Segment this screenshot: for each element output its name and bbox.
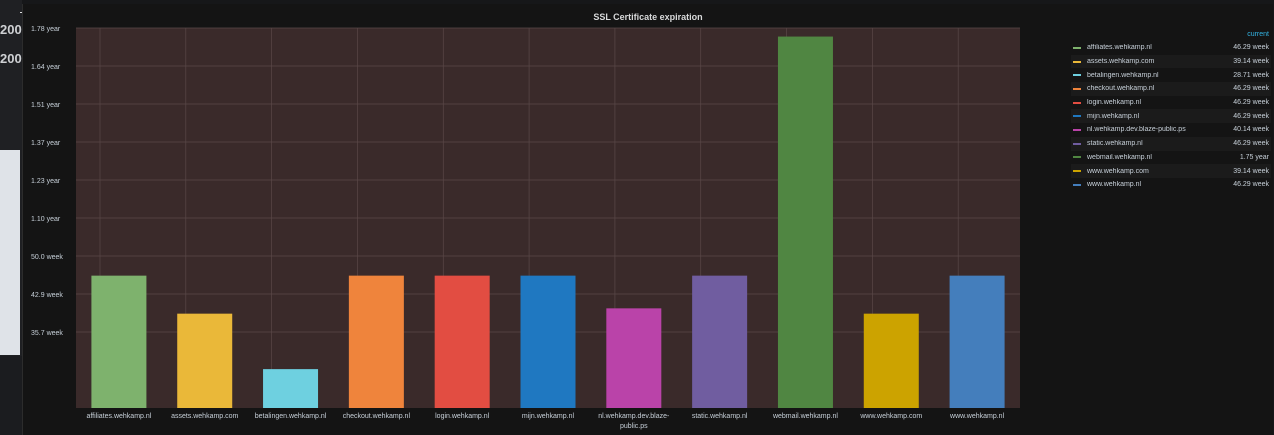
legend-swatch [1073, 87, 1081, 90]
legend: affiliates.wehkamp.nl 46.29 week assets.we… [1071, 41, 1271, 192]
background-light-panel [0, 150, 20, 355]
legend-current-value: 1.75 year [1239, 153, 1269, 161]
x-tick-label: www.wehkamp.nl [949, 413, 1005, 420]
legend-item[interactable]: betalingen.wehkamp.nl 28.71 week [1071, 68, 1271, 82]
legend-current-value: 46.29 week [1233, 140, 1269, 148]
background-value-1: 200 [0, 22, 22, 37]
bar-webmail.wehkamp.nl [777, 36, 833, 408]
bar-nl.wehkamp.dev.blaze-public.ps [606, 308, 662, 408]
bar-chart: 1.78 year 1.64 year 1.51 year 1.37 year 1.23… [31, 26, 1020, 430]
x-tick-label: affiliates.wehkamp.nl [86, 413, 151, 420]
legend-series-name: mijn.wehkamp.nl [1087, 112, 1140, 120]
x-tick-label: betalingen.wehkamp.nl [255, 413, 327, 420]
bar-static.wehkamp.nl [692, 275, 748, 408]
legend-swatch [1073, 183, 1081, 186]
y-tick-label: 1.10 year [31, 216, 61, 223]
background-value-2: 200 [0, 51, 22, 66]
x-tick-label: www.wehkamp.com [859, 413, 922, 420]
legend-swatch [1073, 128, 1081, 131]
x-tick-label: nl.wehkamp.dev.blaze- [598, 413, 670, 420]
legend-item[interactable]: checkout.wehkamp.nl 46.29 week [1071, 82, 1271, 96]
legend-current-value: 46.29 week [1233, 44, 1269, 52]
legend-current-value: 40.14 week [1233, 126, 1269, 134]
legend-series-name: www.wehkamp.nl [1087, 181, 1142, 189]
legend-current-value: 46.29 week [1233, 112, 1269, 120]
bar-login.wehkamp.nl [434, 275, 490, 408]
bar-checkout.wehkamp.nl [348, 275, 404, 408]
bar-betalingen.wehkamp.nl [263, 369, 319, 408]
legend-series-name: nl.wehkamp.dev.blaze-public.ps [1087, 126, 1186, 134]
legend-item[interactable]: static.wehkamp.nl 46.29 week [1071, 136, 1271, 151]
legend-series-name: webmail.wehkamp.nl [1087, 153, 1152, 161]
legend-series-name: www.wehkamp.com [1087, 167, 1149, 175]
legend-current-value: 46.29 week [1233, 181, 1269, 189]
legend-current-value: 39.14 week [1233, 58, 1269, 66]
y-tick-label: 1.23 year [31, 178, 61, 185]
legend-item[interactable]: webmail.wehkamp.nl 1.75 year [1071, 151, 1271, 165]
legend-series-name: static.wehkamp.nl [1087, 140, 1143, 148]
legend-series-name: assets.wehkamp.com [1087, 58, 1155, 66]
legend-column-current[interactable]: current [1247, 31, 1269, 38]
x-tick-label: public.ps [620, 423, 648, 430]
legend-item[interactable]: www.wehkamp.nl 46.29 week [1071, 178, 1271, 192]
legend-current-value: 39.14 week [1233, 167, 1269, 175]
legend-swatch [1073, 156, 1081, 159]
bar-mijn.wehkamp.nl [520, 275, 576, 408]
x-tick-label: mijn.wehkamp.nl [522, 413, 575, 420]
legend-swatch [1073, 74, 1081, 77]
legend-current-value: 46.29 week [1233, 99, 1269, 107]
bar-assets.wehkamp.com [177, 313, 233, 408]
bar-affiliates.wehkamp.nl [91, 275, 147, 408]
y-tick-label: 1.37 year [31, 140, 61, 147]
legend-item[interactable]: www.wehkamp.com 39.14 week [1071, 164, 1271, 178]
bar-www.wehkamp.nl [949, 275, 1005, 408]
legend-item[interactable]: affiliates.wehkamp.nl 46.29 week [1071, 41, 1271, 55]
legend-item[interactable]: nl.wehkamp.dev.blaze-public.ps 40.14 week [1071, 123, 1271, 137]
x-tick-label: assets.wehkamp.com [171, 413, 238, 420]
x-tick-label: checkout.wehkamp.nl [343, 413, 411, 420]
legend-series-name: affiliates.wehkamp.nl [1087, 44, 1152, 52]
legend-current-value: 46.29 week [1233, 85, 1269, 93]
bar-www.wehkamp.com [863, 313, 919, 408]
y-tick-label: 1.51 year [31, 102, 61, 109]
y-tick-label: 42.9 week [31, 292, 63, 299]
legend-item[interactable]: login.wehkamp.nl 46.29 week [1071, 96, 1271, 110]
legend-series-name: betalingen.wehkamp.nl [1087, 71, 1159, 79]
y-tick-label: 1.64 year [31, 64, 61, 71]
legend-swatch [1073, 142, 1081, 145]
y-tick-label: 1.78 year [31, 26, 61, 33]
x-tick-label: static.wehkamp.nl [692, 413, 748, 420]
x-tick-label: webmail.wehkamp.nl [772, 413, 838, 420]
legend-swatch [1073, 46, 1081, 49]
legend-series-name: login.wehkamp.nl [1087, 99, 1142, 107]
ssl-expiration-panel: SSL Certificate expiration 1.78 year 1.64… [22, 4, 1273, 435]
legend-series-name: checkout.wehkamp.nl [1087, 85, 1155, 93]
legend-item[interactable]: assets.wehkamp.com 39.14 week [1071, 54, 1271, 69]
y-tick-label: 35.7 week [31, 330, 63, 337]
legend-swatch [1073, 60, 1081, 63]
legend-current-value: 28.71 week [1233, 71, 1269, 79]
legend-swatch [1073, 101, 1081, 104]
legend-item[interactable]: mijn.wehkamp.nl 46.29 week [1071, 109, 1271, 124]
legend-swatch [1073, 115, 1081, 118]
panel-title: SSL Certificate expiration [593, 12, 703, 22]
y-tick-label: 50.0 week [31, 254, 63, 261]
x-tick-label: login.wehkamp.nl [435, 413, 490, 420]
legend-swatch [1073, 170, 1081, 173]
